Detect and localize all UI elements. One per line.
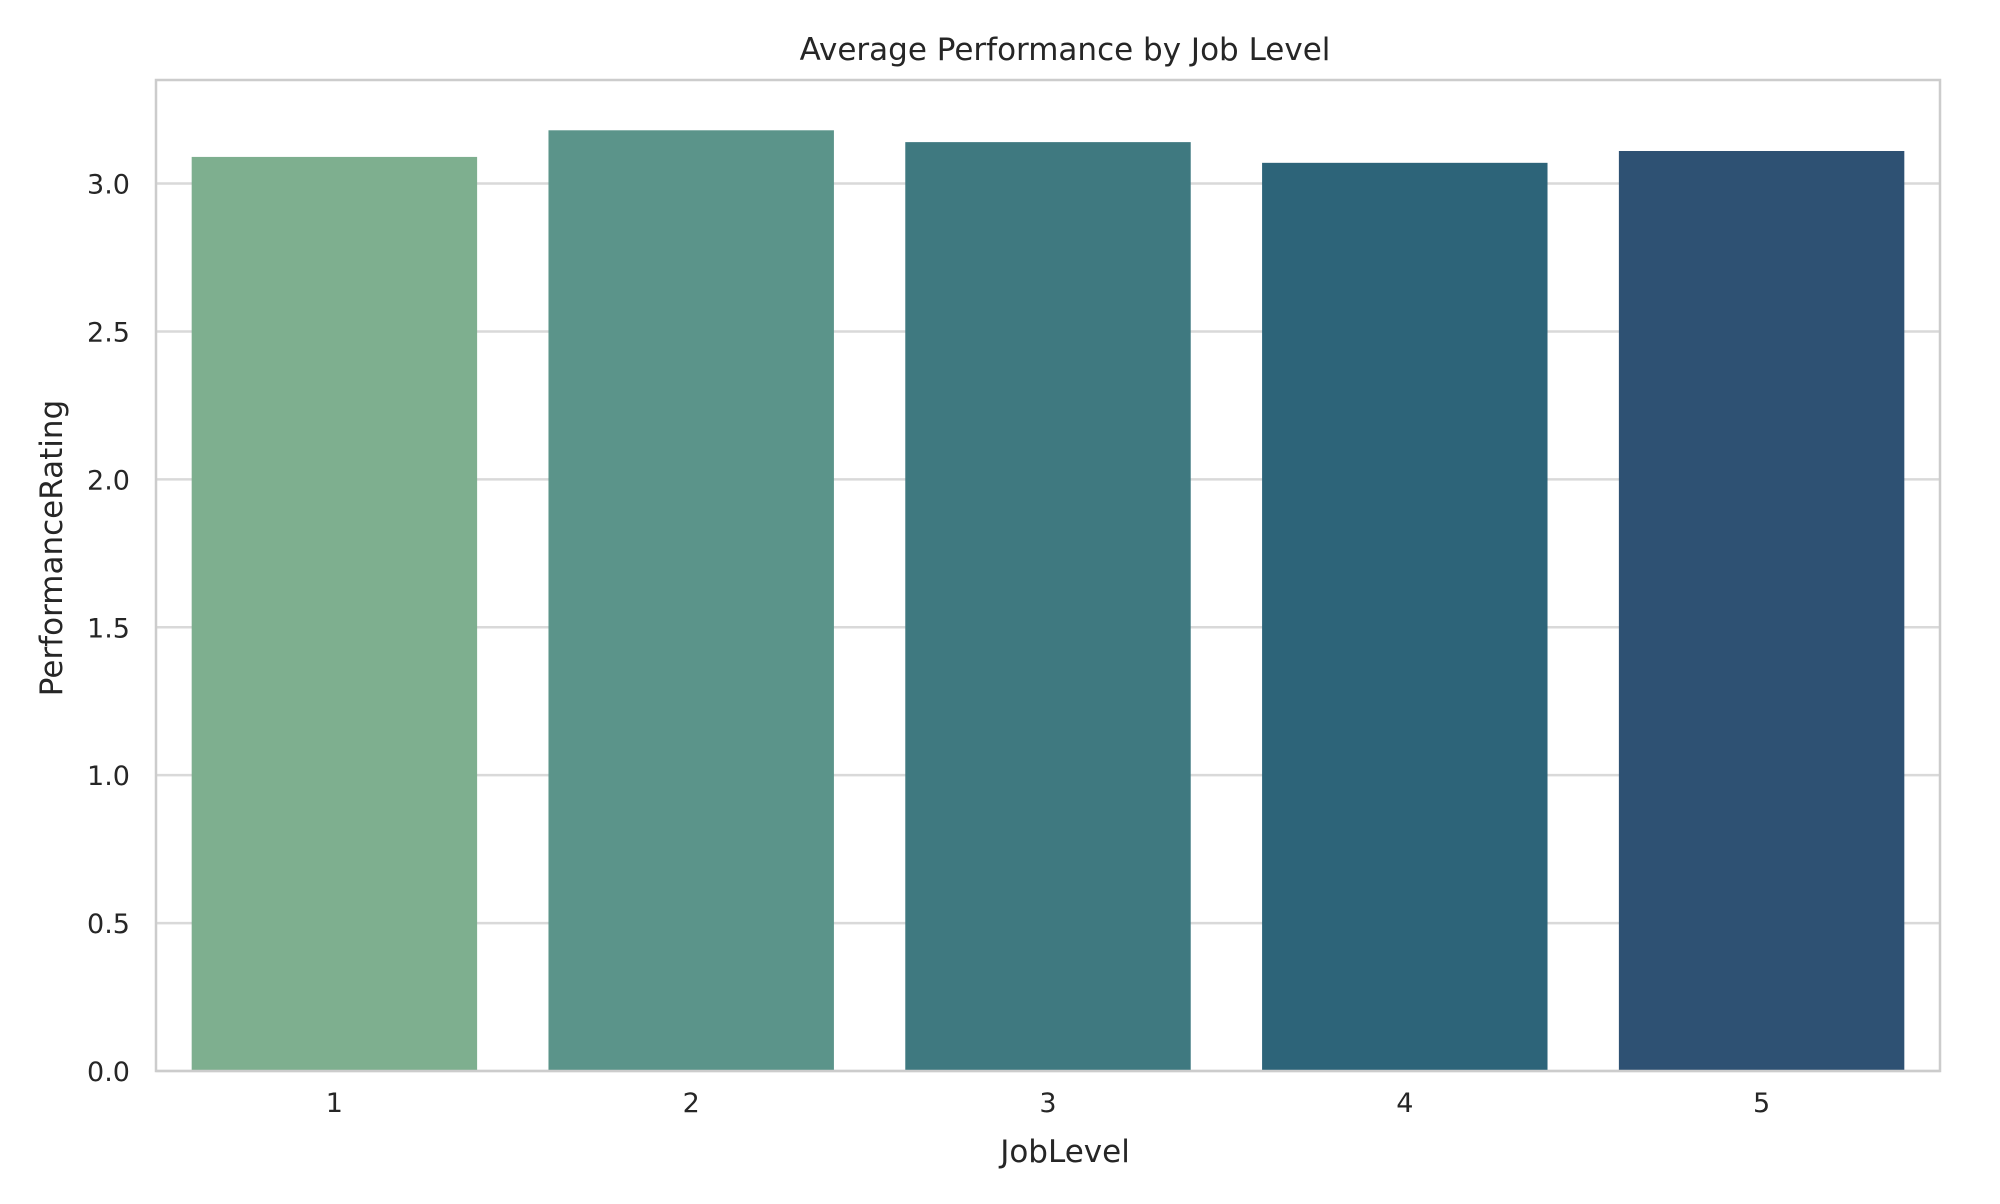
plot-frame: [154, 78, 1942, 1073]
bar-job-level-3: [905, 142, 1191, 1072]
bar-job-level-1: [191, 156, 478, 1071]
chart-title: Average Performance by Job Level: [800, 32, 1331, 68]
x-tick-label: 3: [1039, 1088, 1056, 1119]
y-tick-label: 1.0: [87, 761, 130, 792]
x-axis-label: JobLevel: [998, 1134, 1130, 1170]
bar-job-level-5: [1618, 150, 1905, 1071]
y-tick-label: 1.5: [87, 613, 130, 644]
y-axis-ticks: 0.0 0.5 1.0 1.5 2.0 2.5 3.0: [87, 170, 130, 1088]
y-axis-label: PerformanceRating: [34, 400, 70, 696]
y-tick-label: 2.0: [87, 465, 130, 496]
bar-job-level-2: [548, 130, 834, 1071]
y-tick-label: 0.0: [87, 1057, 130, 1088]
x-tick-label: 2: [683, 1088, 700, 1119]
y-tick-label: 3.0: [87, 170, 130, 201]
bars: [191, 130, 1905, 1072]
x-tick-label: 4: [1396, 1088, 1413, 1119]
x-tick-label: 1: [326, 1088, 343, 1119]
y-tick-label: 2.5: [87, 317, 130, 348]
y-tick-label: 0.5: [87, 909, 130, 940]
bar-job-level-4: [1262, 162, 1548, 1072]
x-tick-label: 5: [1753, 1088, 1770, 1119]
x-axis-ticks: 1 2 3 4 5: [326, 1088, 1770, 1119]
